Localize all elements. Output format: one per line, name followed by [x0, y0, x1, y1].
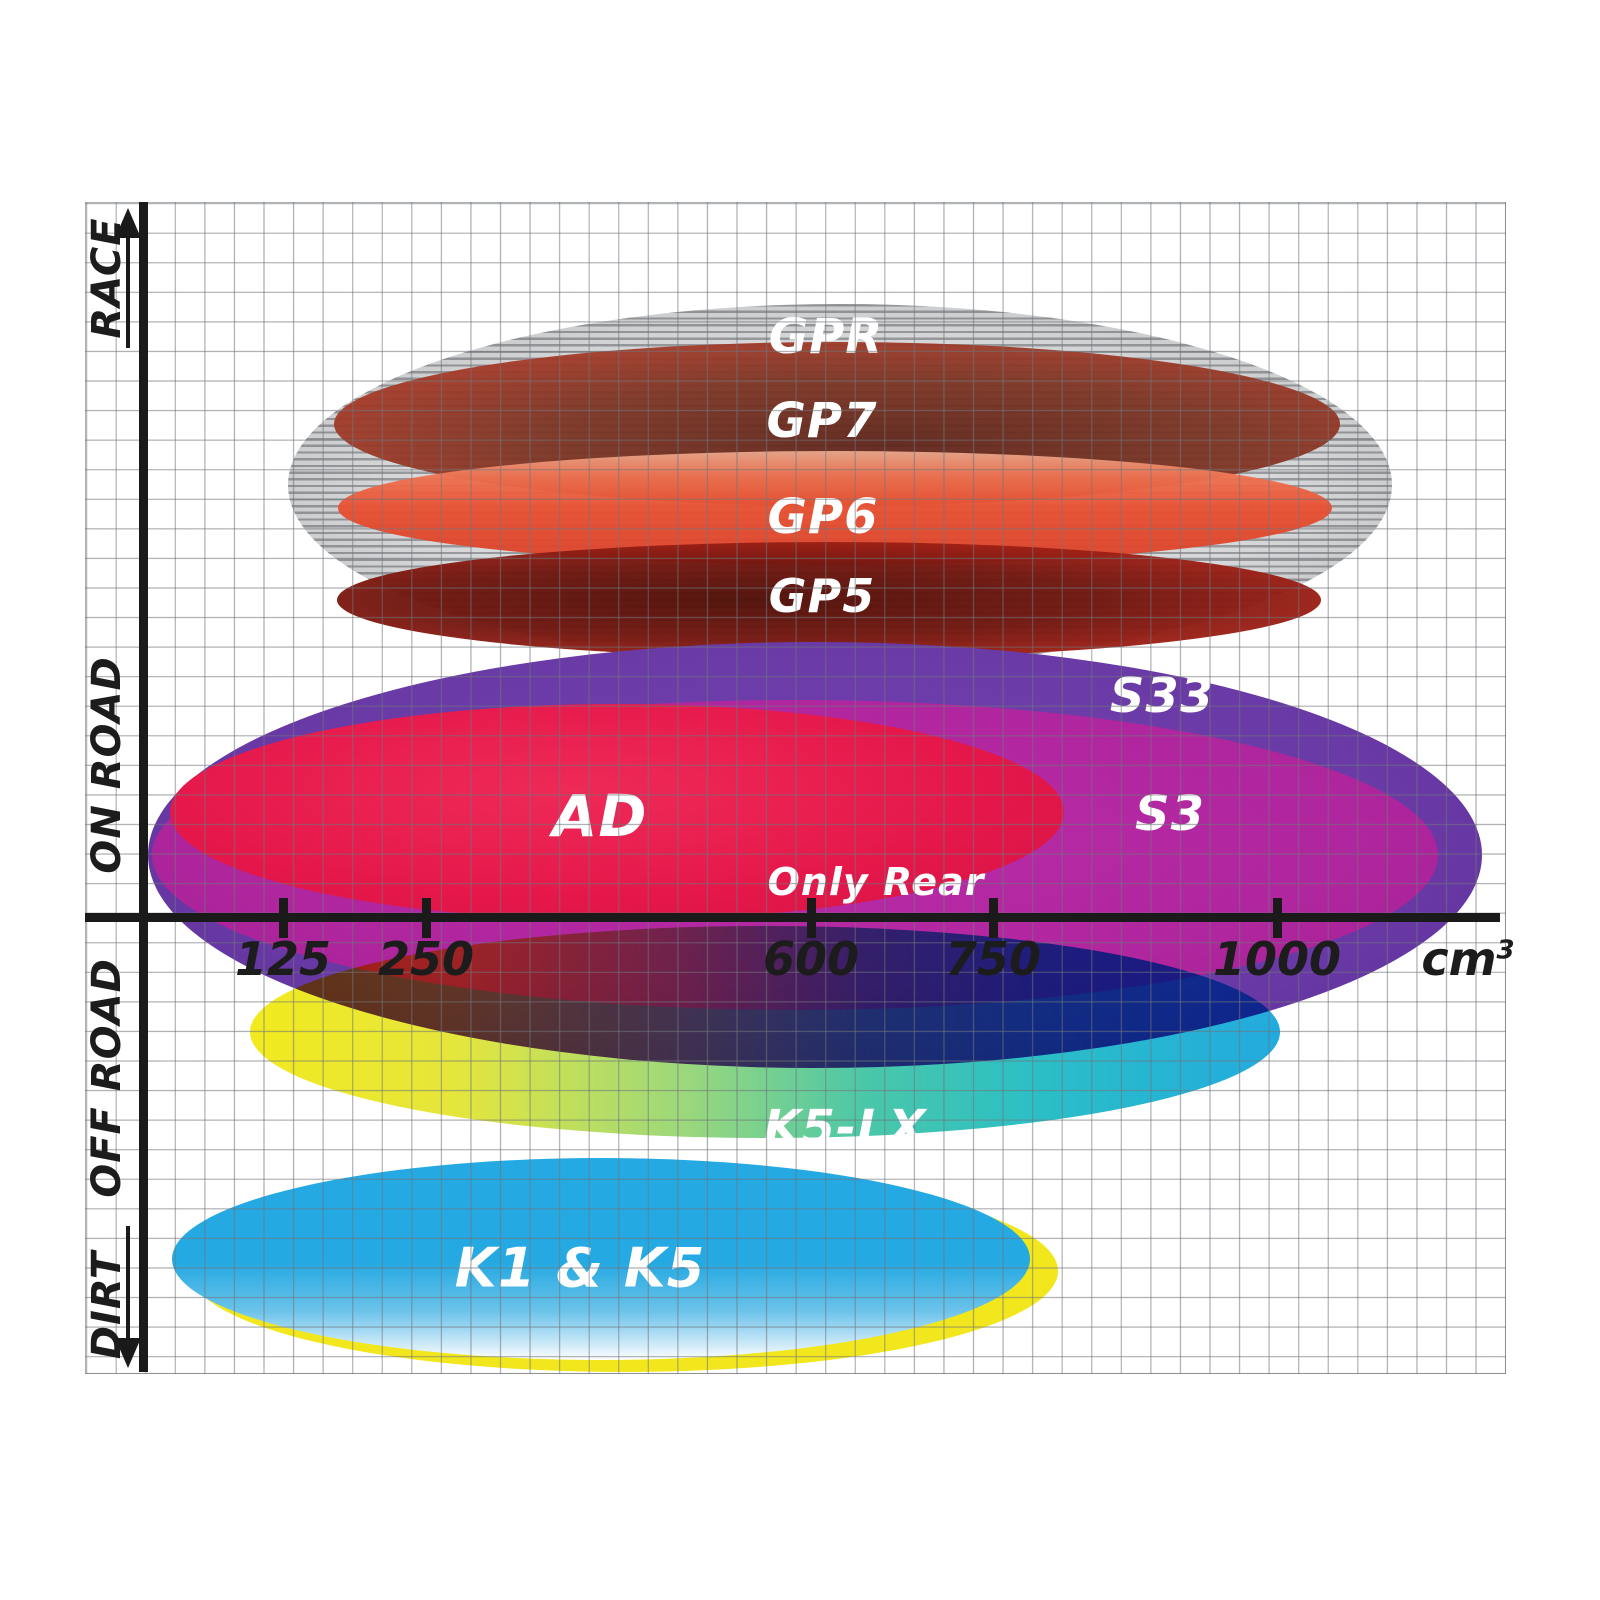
- tick-label-750: 750: [944, 932, 1042, 986]
- label-gp6: GP6: [767, 489, 879, 545]
- y-category-on-road: ON ROAD: [84, 656, 130, 874]
- label-only-rear: Only Rear: [767, 860, 985, 904]
- race-arrow-line: [126, 236, 130, 348]
- label-k1k5: K1 & K5: [454, 1236, 706, 1300]
- label-s3: S3: [1135, 786, 1205, 842]
- label-gp7: GP7: [766, 393, 878, 449]
- label-gp5: GP5: [768, 569, 876, 623]
- tick-label-1000: 1000: [1212, 932, 1342, 986]
- dirt-arrow-line: [126, 1226, 130, 1338]
- y-category-off-road: OFF ROAD: [84, 958, 130, 1198]
- tick-label-600: 600: [762, 932, 860, 986]
- label-s33: S33: [1109, 668, 1215, 724]
- label-gpr: GPR: [768, 309, 884, 365]
- x-axis-line: [85, 913, 1500, 922]
- label-k5lx: K5-LX: [763, 1100, 927, 1156]
- tick-label-125: 125: [234, 932, 332, 986]
- y-axis-line: [139, 202, 148, 1372]
- x-unit-text: cm: [1421, 932, 1497, 986]
- x-unit-sup: 3: [1496, 935, 1515, 966]
- tick-label-250: 250: [377, 932, 475, 986]
- x-axis-unit-label: cm3: [1421, 932, 1514, 986]
- label-ad: AD: [552, 782, 648, 850]
- race-arrow-up-icon: [115, 208, 141, 238]
- dirt-arrow-down-icon: [115, 1338, 141, 1368]
